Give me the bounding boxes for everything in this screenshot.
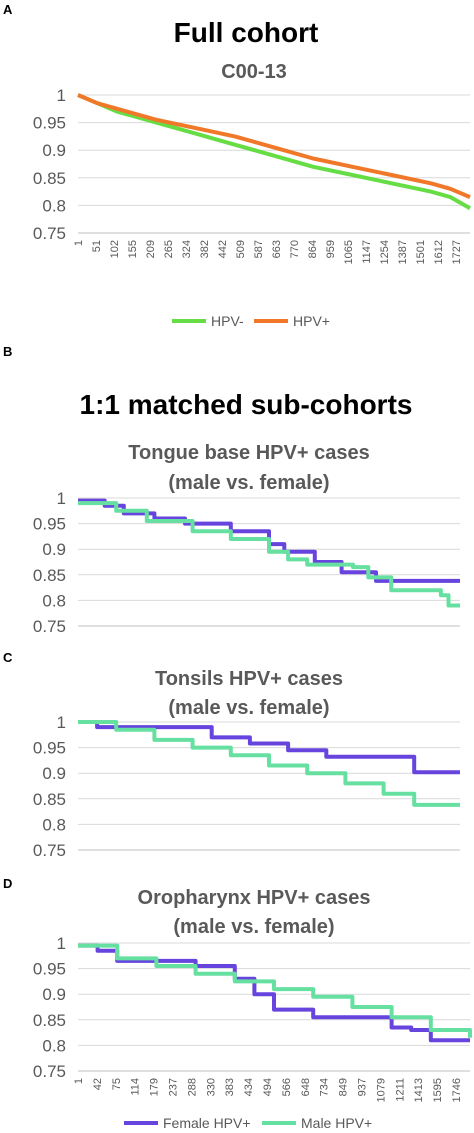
panel-letter-b: B [3, 344, 12, 359]
chart-3-xtick-3: 114 [130, 1078, 142, 1096]
chart-3-xtick-2: 75 [111, 1078, 123, 1090]
chart-1-ytick-3: 0.85 [33, 566, 66, 585]
chart-0-xtick-2: 102 [109, 240, 121, 258]
chart-3-xtick-16: 1079 [375, 1078, 387, 1102]
chart-0-xtick-18: 1387 [397, 240, 409, 264]
chart-0-series-1-line [77, 93, 471, 199]
chart-0-xtick-13: 864 [307, 240, 319, 258]
chart-0-xtick-16: 1147 [361, 240, 373, 264]
chart-0-ytick-5: 0.75 [33, 224, 66, 243]
chart-3-xtick-19: 1595 [432, 1078, 444, 1102]
chart-0-xtick-21: 1727 [451, 240, 463, 264]
chart-3-xtick-5: 237 [168, 1078, 180, 1096]
chart-2-title-line-0: Tonsils HPV+ cases [155, 668, 343, 690]
chart-0-series-0-line [77, 93, 471, 210]
chart-3-xtick-9: 434 [243, 1078, 255, 1096]
chart-1-ytick-4: 0.8 [42, 591, 66, 610]
panel-letter-d: D [3, 876, 12, 891]
chart-3-ytick-2: 0.9 [42, 985, 66, 1004]
chart-3-xtick-0: 1 [73, 1078, 85, 1084]
chart-0-ytick-0: 1 [57, 86, 66, 105]
chart-3-xtick-18: 1413 [413, 1078, 425, 1102]
chart-0-xtick-5: 265 [163, 240, 175, 258]
chart-1-ytick-0: 1 [57, 489, 66, 508]
chart-0-xtick-19: 1501 [415, 240, 427, 264]
panel-letter-a: A [3, 2, 13, 17]
chart-0-legend-label-0: HPV- [211, 313, 244, 329]
chart-3-xtick-6: 288 [186, 1078, 198, 1096]
chart-0-xtick-6: 324 [181, 240, 193, 258]
chart-3-legend-label-1: Male HPV+ [301, 1115, 372, 1131]
chart-3-legend-label-0: Female HPV+ [163, 1115, 251, 1131]
chart-3-xtick-14: 849 [338, 1078, 350, 1096]
chart-2-ytick-1: 0.95 [33, 739, 66, 758]
chart-3-xtick-4: 179 [149, 1078, 161, 1096]
chart-0-xtick-17: 1254 [379, 240, 391, 264]
chart-2-series-1-line [78, 720, 460, 807]
chart-3-ytick-5: 0.75 [33, 1062, 66, 1081]
chart-1-title-line-0: Tongue base HPV+ cases [128, 442, 369, 464]
chart-3-xtick-1: 42 [92, 1078, 104, 1090]
full-cohort-heading: Full cohort [174, 17, 319, 48]
chart-3-xtick-10: 494 [262, 1078, 274, 1096]
chart-2-title-line-1: (male vs. female) [168, 697, 329, 719]
chart-2-series-0-line [78, 720, 460, 775]
chart-3-xtick-11: 566 [281, 1078, 293, 1096]
chart-3-xtick-20: 1746 [451, 1078, 463, 1102]
chart-0-xtick-4: 209 [145, 240, 157, 258]
chart-0-ytick-4: 0.8 [42, 196, 66, 215]
chart-1-ytick-2: 0.9 [42, 540, 66, 559]
panel-letter-c: C [3, 650, 13, 665]
chart-3-xtick-8: 383 [224, 1078, 236, 1096]
chart-2-ytick-3: 0.85 [33, 790, 66, 809]
chart-0-xtick-7: 382 [199, 240, 211, 258]
chart-2-ytick-2: 0.9 [42, 764, 66, 783]
chart-0-ytick-2: 0.9 [42, 141, 66, 160]
chart-0-xtick-20: 1612 [433, 240, 445, 264]
chart-3-ytick-1: 0.95 [33, 960, 66, 979]
chart-0-legend-label-1: HPV+ [293, 313, 330, 329]
chart-0-xtick-1: 51 [91, 240, 103, 252]
chart-3-xtick-13: 734 [319, 1078, 331, 1096]
chart-3-title-line-1: (male vs. female) [173, 916, 334, 938]
chart-2-ytick-5: 0.75 [33, 841, 66, 860]
chart-0-xtick-8: 442 [217, 240, 229, 258]
matched-subcohorts-heading: 1:1 matched sub-cohorts [80, 389, 413, 420]
chart-3-ytick-4: 0.8 [42, 1036, 66, 1055]
chart-0-xtick-0: 1 [73, 240, 85, 246]
chart-0-xtick-11: 663 [271, 240, 283, 258]
chart-0-title-line-0: C00-13 [221, 61, 287, 83]
chart-0-ytick-3: 0.85 [33, 169, 66, 188]
chart-3-xtick-7: 330 [205, 1078, 217, 1096]
chart-3-title-line-0: Oropharynx HPV+ cases [138, 887, 371, 909]
chart-2-ytick-4: 0.8 [42, 815, 66, 834]
chart-3-xtick-12: 648 [300, 1078, 312, 1096]
chart-0-xtick-3: 155 [127, 240, 139, 258]
chart-3-ytick-3: 0.85 [33, 1011, 66, 1030]
chart-0-xtick-10: 587 [253, 240, 265, 258]
chart-0-xtick-15: 1065 [343, 240, 355, 264]
chart-1-ytick-1: 0.95 [33, 515, 66, 534]
chart-0-xtick-12: 770 [289, 240, 301, 258]
chart-0-ytick-1: 0.95 [33, 114, 66, 133]
chart-3-series-1-line [78, 943, 472, 1038]
chart-2-ytick-0: 1 [57, 713, 66, 732]
chart-3-xtick-15: 937 [357, 1078, 369, 1096]
chart-1-ytick-5: 0.75 [33, 617, 66, 636]
chart-3-ytick-0: 1 [57, 934, 66, 953]
chart-3-xtick-17: 1211 [394, 1078, 406, 1102]
chart-0-xtick-9: 509 [235, 240, 247, 258]
chart-1-series-1-line [78, 501, 460, 608]
chart-0-xtick-14: 959 [325, 240, 337, 258]
chart-1-title-line-1: (male vs. female) [168, 472, 329, 494]
